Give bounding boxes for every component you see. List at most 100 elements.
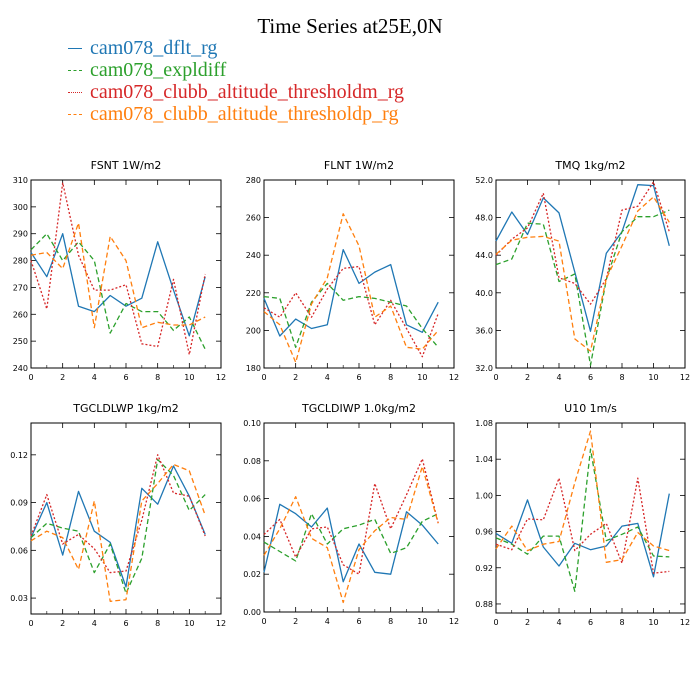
- x-tick-label: 10: [417, 617, 427, 626]
- y-tick-label: 200: [246, 326, 261, 335]
- chart-title: TGCLDLWP 1kg/m2: [72, 402, 178, 415]
- chart-panel: FSNT 1W/m2 0 2 4 6 8 10 12 240 250 260 270 280 290 300…: [13, 159, 226, 382]
- plot-frame: [263, 179, 455, 369]
- legend-label: cam078_dflt_rg: [90, 36, 218, 59]
- y-tick-label: 44.0: [475, 251, 493, 260]
- legend-swatch: [68, 113, 82, 115]
- x-tick-label: 8: [388, 373, 393, 382]
- series-line: [495, 493, 670, 578]
- series-line: [263, 265, 439, 358]
- series-line: [263, 248, 439, 337]
- x-tick-label: 12: [216, 373, 226, 382]
- x-tick-label: 0: [28, 373, 33, 382]
- series-line: [495, 477, 670, 574]
- page-title: Time Series at25E,0N: [257, 14, 443, 38]
- x-tick-label: 10: [184, 619, 194, 628]
- series-line: [495, 448, 670, 592]
- chart-panel: U10 1m/s 0 2 4 6 8 10 12 0.88 0.92 0.96 1.00 1.04 1.0…: [475, 402, 690, 627]
- x-tick-label: 2: [525, 618, 530, 627]
- legend-item: cam078_clubb_altitude_thresholdm_rg: [68, 81, 404, 103]
- x-tick-label: 8: [155, 373, 160, 382]
- x-tick-label: 12: [216, 619, 226, 628]
- x-tick-label: 12: [449, 617, 459, 626]
- series-line: [30, 233, 206, 350]
- legend-swatch: [68, 69, 82, 71]
- plot-frame: [263, 422, 455, 613]
- chart-title: TGCLDIWP 1.0kg/m2: [301, 402, 416, 415]
- x-tick-label: 0: [261, 373, 266, 382]
- x-tick-label: 12: [680, 373, 690, 382]
- x-tick-label: 4: [92, 373, 97, 382]
- x-tick-label: 2: [525, 373, 530, 382]
- x-tick-label: 10: [184, 373, 194, 382]
- x-tick-label: 2: [293, 373, 298, 382]
- x-tick-label: 4: [92, 619, 97, 628]
- y-tick-label: 0.00: [243, 608, 261, 617]
- x-tick-label: 6: [588, 373, 593, 382]
- legend-item: cam078_clubb_altitude_thresholdp_rg: [68, 103, 404, 125]
- series-line: [495, 430, 670, 563]
- x-tick-label: 0: [28, 619, 33, 628]
- x-tick-label: 2: [60, 619, 65, 628]
- series-line: [263, 213, 439, 364]
- series-line: [263, 513, 439, 562]
- y-tick-label: 36.0: [475, 326, 493, 335]
- legend-label: cam078_clubb_altitude_thresholdm_rg: [90, 80, 405, 103]
- y-tick-label: 1.04: [475, 455, 493, 464]
- y-tick-label: 0.06: [10, 546, 28, 555]
- chart-title: FSNT 1W/m2: [91, 159, 162, 172]
- x-tick-label: 0: [261, 617, 266, 626]
- y-tick-label: 0.92: [475, 564, 493, 573]
- series-line: [495, 196, 670, 352]
- x-tick-label: 10: [648, 618, 658, 627]
- y-tick-label: 0.88: [475, 600, 493, 609]
- y-tick-label: 280: [13, 257, 28, 266]
- x-tick-label: 6: [588, 618, 593, 627]
- y-tick-label: 290: [13, 230, 28, 239]
- y-tick-label: 0.06: [243, 495, 261, 504]
- y-tick-label: 310: [13, 176, 28, 185]
- y-tick-label: 280: [246, 176, 261, 185]
- y-tick-label: 260: [13, 310, 28, 319]
- y-tick-label: 0.03: [10, 594, 28, 603]
- chart-title: FLNT 1W/m2: [324, 159, 394, 172]
- y-tick-label: 0.04: [243, 532, 261, 541]
- x-tick-label: 8: [155, 619, 160, 628]
- x-tick-label: 12: [449, 373, 459, 382]
- chart-panel: TMQ 1kg/m2 0 2 4 6 8 10 12 32.0 36.0 40.0 44.0 48.0 5…: [475, 159, 690, 382]
- y-tick-label: 240: [246, 251, 261, 260]
- y-tick-label: 1.08: [475, 419, 493, 428]
- x-tick-label: 6: [356, 373, 361, 382]
- series-line: [30, 222, 206, 329]
- plot-frame: [495, 179, 686, 369]
- x-tick-label: 8: [388, 617, 393, 626]
- x-tick-label: 0: [493, 618, 498, 627]
- series-line: [495, 184, 670, 332]
- legend-swatch: [68, 91, 82, 93]
- x-tick-label: 6: [123, 373, 128, 382]
- series-line: [263, 458, 439, 575]
- x-tick-label: 8: [619, 618, 624, 627]
- x-tick-label: 10: [417, 373, 427, 382]
- y-tick-label: 250: [13, 337, 28, 346]
- y-tick-label: 1.00: [475, 491, 493, 500]
- series-line: [263, 465, 439, 604]
- x-tick-label: 4: [556, 373, 561, 382]
- y-tick-label: 32.0: [475, 364, 493, 373]
- chart-panel: TGCLDLWP 1kg/m2 0 2 4 6 8 10 12 0.03 0.06 0.09 0.12: [10, 402, 226, 628]
- series-line: [30, 233, 206, 337]
- legend-label: cam078_expldiff: [90, 58, 227, 81]
- series-line: [263, 503, 439, 583]
- series-line: [30, 463, 206, 602]
- x-tick-label: 12: [680, 618, 690, 627]
- series-line: [263, 282, 439, 348]
- y-tick-label: 0.02: [243, 570, 261, 579]
- legend-item: cam078_dflt_rg: [68, 37, 404, 59]
- legend-swatch: [68, 47, 82, 49]
- series-line: [495, 181, 670, 305]
- x-tick-label: 8: [619, 373, 624, 382]
- x-tick-label: 4: [325, 617, 330, 626]
- chart-panel: FLNT 1W/m2 0 2 4 6 8 10 12 180 200 220 240 260 280: [246, 159, 459, 382]
- y-tick-label: 0.09: [10, 499, 28, 508]
